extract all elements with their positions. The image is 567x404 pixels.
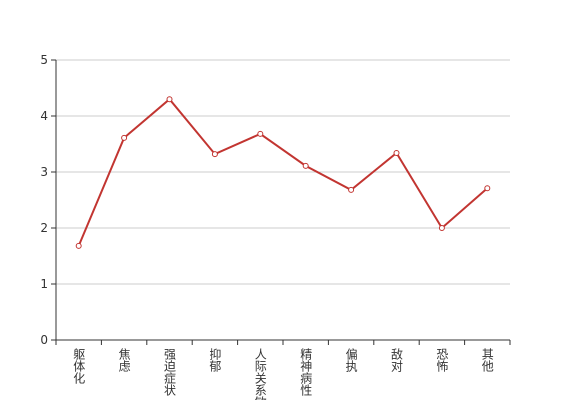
point: [257, 130, 264, 137]
x-tick-label: 精神病性: [299, 348, 313, 397]
x-tick-label: 人际关系敏感: [253, 348, 267, 400]
point: [302, 162, 309, 169]
x-tick-label: 抑郁: [208, 347, 222, 373]
x-tick-label: 偏执: [344, 347, 358, 373]
y-tick-label: 5: [40, 53, 48, 67]
x-tick-label: 躯体化: [72, 347, 86, 385]
x-tick-label: 焦虑: [117, 348, 131, 372]
point: [438, 225, 445, 231]
x-tick-label: 其他: [480, 348, 494, 372]
line-series: [77, 97, 488, 247]
y-tick-label: 3: [40, 165, 48, 179]
point: [121, 134, 128, 141]
point: [75, 242, 82, 249]
y-tick-label: 1: [40, 277, 48, 291]
point: [393, 149, 400, 156]
x-tick-label: 强迫症状: [163, 348, 177, 396]
x-tick-label: 敌对: [390, 347, 404, 372]
point: [166, 96, 173, 103]
point: [211, 151, 218, 158]
y-tick-label: 2: [40, 221, 48, 235]
point: [484, 185, 491, 192]
y-tick-label: 0: [40, 333, 48, 347]
x-tick-label: 恐怖: [435, 348, 449, 372]
y-tick-label: 4: [40, 109, 48, 123]
point: [348, 186, 355, 193]
